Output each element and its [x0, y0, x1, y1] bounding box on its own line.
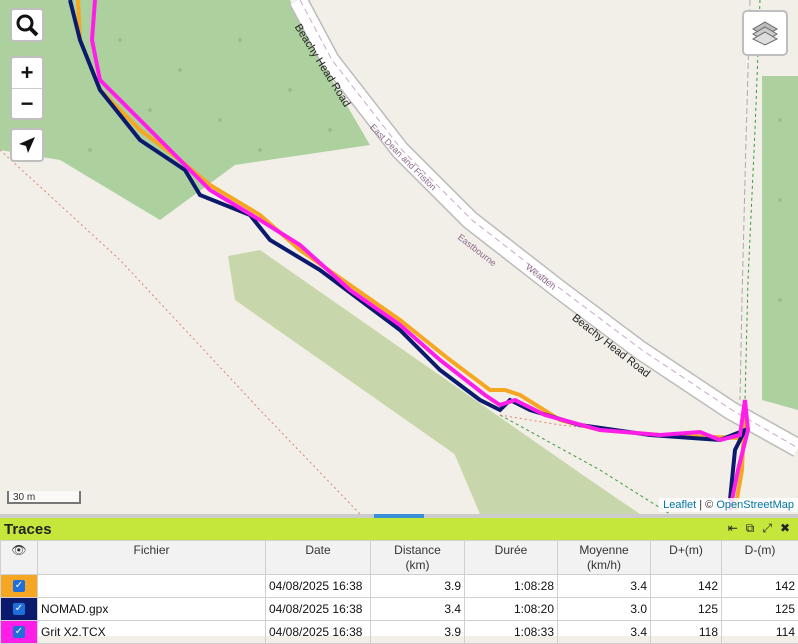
search-button[interactable] — [10, 8, 44, 42]
table-header-row: 👁 Fichier Date Distance(km) Durée Moyenn… — [1, 541, 798, 575]
file-name: Grit X2.TCX — [38, 621, 266, 644]
locate-button[interactable] — [10, 128, 44, 162]
track-color-cell[interactable]: ✓ — [1, 598, 38, 621]
track-average: 3.4 — [558, 575, 651, 598]
track-duration: 1:08:20 — [465, 598, 558, 621]
zoom-in-button[interactable]: + — [12, 58, 42, 89]
table-row[interactable]: ✓ NOMAD.gpx 04/08/2025 16:38 3.4 1:08:20… — [1, 598, 798, 621]
navigation-arrow-icon — [18, 136, 36, 154]
eye-icon: 👁 — [11, 543, 26, 557]
close-icon[interactable]: ✖ — [780, 521, 790, 536]
layers-button[interactable] — [742, 10, 788, 56]
track-color-cell[interactable]: ✓ — [1, 575, 38, 598]
map-view[interactable]: Beachy Head Road East Dean and Friston E… — [0, 0, 798, 514]
traces-panel: Traces ⇤ ⧉ ⤢ ✖ 👁 Fichier Date Distance(k… — [0, 514, 798, 636]
traces-table: 👁 Fichier Date Distance(km) Durée Moyenn… — [0, 540, 798, 644]
track-dminus: 142 — [722, 575, 798, 598]
zoom-control: + − — [10, 56, 44, 120]
col-moyenne-unit: (km/h) — [587, 558, 621, 572]
scrub-area — [228, 250, 640, 514]
track-distance: 3.4 — [371, 598, 465, 621]
file-name — [38, 575, 266, 598]
track-color-cell[interactable]: ✓ — [1, 621, 38, 644]
col-distance-label: Distance — [394, 543, 441, 557]
layers-icon — [751, 20, 779, 46]
track-date: 04/08/2025 16:38 — [266, 575, 371, 598]
track-dminus: 125 — [722, 598, 798, 621]
col-distance[interactable]: Distance(km) — [371, 541, 465, 575]
col-moyenne[interactable]: Moyenne(km/h) — [558, 541, 651, 575]
popout-icon[interactable]: ⧉ — [746, 521, 755, 536]
track-distance: 3.9 — [371, 575, 465, 598]
panel-title: Traces — [0, 521, 52, 538]
track-distance: 3.9 — [371, 621, 465, 644]
track-date: 04/08/2025 16:38 — [266, 621, 371, 644]
track-average: 3.0 — [558, 598, 651, 621]
table-row[interactable]: ✓ Grit X2.TCX 04/08/2025 16:38 3.9 1:08:… — [1, 621, 798, 644]
track-date: 04/08/2025 16:38 — [266, 598, 371, 621]
zoom-out-button[interactable]: − — [12, 89, 42, 119]
attribution-separator: | © — [696, 499, 716, 511]
osm-link[interactable]: OpenStreetMap — [716, 499, 794, 511]
search-icon — [15, 13, 39, 37]
leaflet-link[interactable]: Leaflet — [663, 499, 696, 511]
visibility-checkbox[interactable]: ✓ — [13, 580, 25, 592]
col-moyenne-label: Moyenne — [579, 543, 628, 557]
color-swatch: ✓ — [1, 598, 37, 620]
forest-area-right — [762, 76, 798, 410]
table-row[interactable]: ✓ 04/08/2025 16:38 3.9 1:08:28 3.4 142 1… — [1, 575, 798, 598]
file-name: NOMAD.gpx — [38, 598, 266, 621]
color-swatch: ✓ — [1, 575, 37, 597]
color-swatch: ✓ — [1, 621, 37, 643]
visibility-checkbox[interactable]: ✓ — [13, 603, 25, 615]
collapse-icon[interactable]: ⇤ — [728, 521, 738, 536]
panel-tools: ⇤ ⧉ ⤢ ✖ — [728, 521, 790, 536]
col-visible[interactable]: 👁 — [1, 541, 38, 575]
col-distance-unit: (km) — [406, 558, 430, 572]
col-dplus[interactable]: D+(m) — [651, 541, 722, 575]
col-date[interactable]: Date — [266, 541, 371, 575]
panel-header: Traces ⇤ ⧉ ⤢ ✖ — [0, 518, 798, 540]
visibility-checkbox[interactable]: ✓ — [13, 626, 25, 638]
track-average: 3.4 — [558, 621, 651, 644]
map-scale: 30 m — [7, 491, 81, 504]
col-fichier[interactable]: Fichier — [38, 541, 266, 575]
expand-icon[interactable]: ⤢ — [762, 521, 772, 536]
map-attribution: Leaflet | © OpenStreetMap — [659, 498, 798, 512]
track-duration: 1:08:28 — [465, 575, 558, 598]
track-dplus: 118 — [651, 621, 722, 644]
track-duration: 1:08:33 — [465, 621, 558, 644]
track-dplus: 142 — [651, 575, 722, 598]
col-duree[interactable]: Durée — [465, 541, 558, 575]
map-tiles — [0, 0, 798, 514]
track-dplus: 125 — [651, 598, 722, 621]
col-dminus[interactable]: D-(m) — [722, 541, 798, 575]
track-dminus: 114 — [722, 621, 798, 644]
